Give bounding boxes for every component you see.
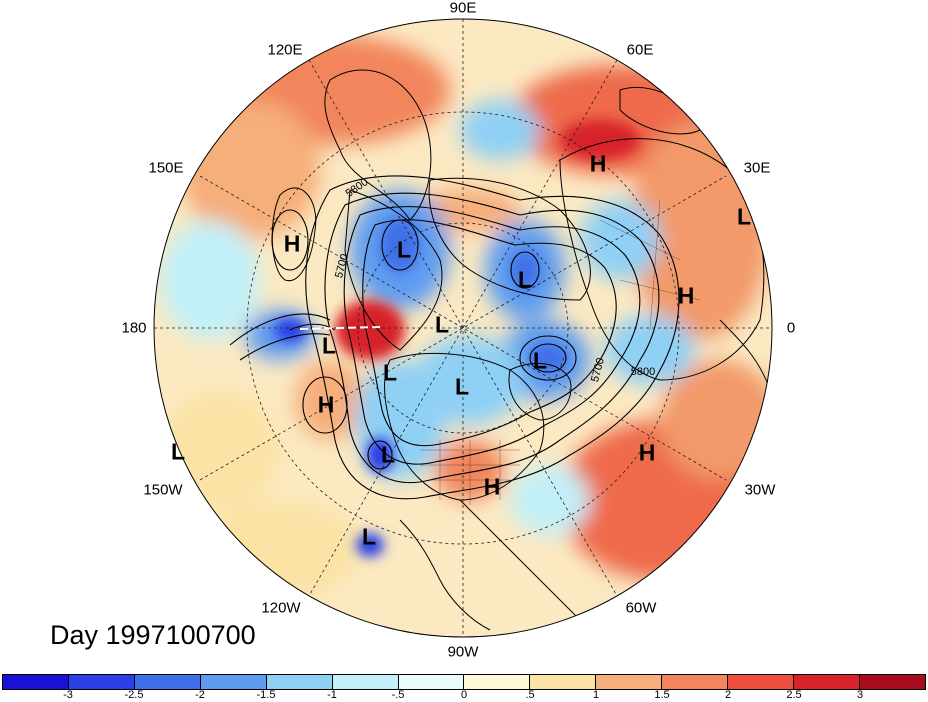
lon-label-90w: 90W — [447, 643, 479, 661]
anomaly-field — [154, 19, 772, 637]
lon-label-30e: 30E — [743, 159, 771, 177]
high-center-5: H — [638, 439, 656, 466]
low-center-4: L — [434, 311, 450, 338]
colorbar-segment — [134, 675, 201, 689]
colorbar-tick-label: -3 — [63, 689, 73, 701]
colorbar-segment — [3, 675, 69, 689]
colorbar-tick-label: 2 — [724, 689, 732, 701]
lon-label-60e: 60E — [626, 41, 654, 59]
high-center-2: H — [283, 230, 301, 257]
lon-label-120w: 120W — [261, 599, 301, 617]
lon-label-150e: 150E — [148, 159, 184, 177]
colorbar-segment — [662, 675, 729, 689]
lon-label-180: 180 — [121, 319, 147, 337]
lon-label-90e: 90E — [449, 0, 477, 17]
lon-label-120e: 120E — [267, 41, 303, 59]
colorbar-tick-label: 0 — [460, 689, 468, 701]
colorbar-tick-label: .5 — [525, 689, 535, 701]
colorbar-tick-label: 3 — [856, 689, 864, 701]
high-center-6: H — [483, 473, 501, 500]
lon-label-60w: 60W — [625, 599, 657, 617]
graticule — [154, 19, 772, 637]
lon-label-150w: 150W — [143, 481, 183, 499]
colorbar-segment — [794, 675, 860, 689]
high-center-4: H — [317, 391, 335, 418]
low-center-11: L — [361, 523, 377, 550]
colorbar-segment — [266, 675, 333, 689]
colorbar-segment — [332, 675, 399, 689]
colorbar-tick-label: -1.5 — [256, 689, 276, 701]
colorbar — [2, 674, 926, 690]
colorbar-segment — [398, 675, 465, 689]
colorbar-segment — [200, 675, 267, 689]
low-center-1: L — [736, 203, 752, 230]
colorbar-tick-label: 1.5 — [654, 689, 670, 701]
colorbar-tick-label: -2.5 — [124, 689, 144, 701]
low-center-10: L — [380, 441, 396, 468]
colorbar-segment — [530, 675, 597, 689]
colorbar-segment — [596, 675, 663, 689]
map-boundary — [153, 18, 773, 638]
lon-label-30w: 30W — [744, 481, 776, 499]
high-center-3: H — [677, 282, 695, 309]
low-center-3: L — [517, 266, 533, 293]
low-center-2: L — [396, 236, 412, 263]
low-center-6: L — [532, 347, 548, 374]
colorbar-tick-label: -2 — [195, 689, 205, 701]
colorbar-segment — [68, 675, 135, 689]
contour-label: 5800 — [630, 366, 656, 378]
colorbar-tick-label: 1 — [592, 689, 600, 701]
low-center-5: L — [321, 332, 337, 359]
lon-label-0: 0 — [786, 319, 796, 337]
high-center-1: H — [589, 150, 607, 177]
colorbar-tick-label: -.5 — [391, 689, 405, 701]
colorbar-tick-label: -1 — [327, 689, 337, 701]
colorbar-tick-label: 2.5 — [786, 689, 802, 701]
date-title: Day 1997100700 — [50, 620, 256, 650]
colorbar-segment — [728, 675, 795, 689]
low-center-7: L — [382, 359, 398, 386]
colorbar-segment — [464, 675, 531, 689]
height-contours — [229, 175, 680, 500]
low-center-8: L — [454, 373, 470, 400]
low-center-9: L — [170, 438, 186, 465]
colorbar-segment — [859, 675, 925, 689]
